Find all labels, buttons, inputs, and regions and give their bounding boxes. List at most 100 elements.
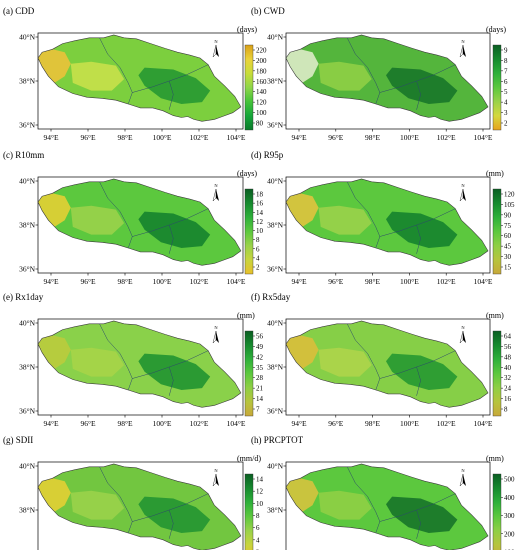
colorbar-tick-label: 80	[256, 120, 264, 128]
north-arrow-icon: N	[459, 39, 466, 58]
north-arrow-icon: N	[212, 325, 219, 344]
unit-label: (mm)	[237, 311, 255, 320]
north-label: N	[214, 183, 218, 188]
lon-tick-label: 102°E	[190, 419, 209, 428]
colorbar-tick-label: 8	[504, 57, 508, 65]
lon-tick-label: 104°E	[474, 419, 493, 428]
colorbar-gradient	[492, 188, 502, 275]
basin-boundary	[416, 366, 421, 396]
map-panel: (e) Rx1day 94°E 96°E 98°E 100°E 102°E 104°E 40°…	[3, 292, 264, 428]
region-fill	[286, 178, 488, 266]
colorbar-tick-label: 64	[504, 333, 512, 341]
lon-tick-label: 96°E	[328, 419, 343, 428]
lon-tick-label: 98°E	[117, 133, 132, 142]
north-label: N	[214, 325, 218, 330]
colorbar-gradient	[244, 330, 254, 417]
colorbar-tick-label: 75	[504, 222, 512, 230]
colorbar: (mm/d) 14 12 10 8 6 4 2	[237, 454, 264, 550]
colorbar-tick-label: 4	[256, 536, 260, 544]
colorbar: (mm) 500 400 300 200 100	[486, 454, 515, 550]
colorbar-tick-label: 28	[256, 374, 264, 382]
north-label: N	[461, 468, 465, 473]
lon-tick-label: 94°E	[291, 277, 306, 286]
lon-tick-label: 98°E	[365, 133, 380, 142]
colorbar-tick-label: 2	[504, 120, 508, 128]
colorbar-tick-label: 8	[504, 406, 508, 414]
colorbar-tick-label: 2	[256, 549, 260, 550]
lon-tick-label: 104°E	[474, 133, 493, 142]
north-label: N	[214, 39, 218, 44]
region-fill	[286, 34, 488, 122]
lon-tick-label: 96°E	[328, 277, 343, 286]
basin-boundary	[132, 350, 209, 379]
lon-tick-label: 98°E	[365, 277, 380, 286]
lon-tick-label: 102°E	[437, 133, 456, 142]
lat-tick-label: 38°N	[19, 77, 35, 86]
north-label: N	[214, 468, 218, 473]
panel-label: (c) R10mm	[3, 150, 44, 160]
basin-boundary	[379, 208, 456, 237]
colorbar-tick-label: 4	[504, 99, 508, 107]
unit-label: (days)	[237, 169, 257, 178]
colorbar-tick-label: 90	[504, 211, 512, 219]
lon-tick-label: 104°E	[474, 277, 493, 286]
lon-tick-label: 104°E	[227, 277, 246, 286]
map-panel: (f) Rx5day 94°E 96°E 98°E 100°E 102°E 104°E 40°…	[251, 292, 512, 428]
basin-boundary	[416, 80, 421, 110]
basin-boundary	[132, 208, 209, 237]
lon-tick-label: 96°E	[80, 419, 95, 428]
region-fill	[38, 178, 241, 266]
lat-tick-label: 36°N	[19, 407, 35, 416]
colorbar-tick-label: 12	[256, 218, 264, 226]
colorbar-tick-label: 48	[504, 353, 512, 361]
colorbar-tick-label: 100	[256, 109, 267, 117]
colorbar-tick-label: 400	[504, 494, 515, 502]
colorbar-tick-label: 3	[504, 109, 508, 117]
basin-boundary	[168, 509, 174, 539]
lat-tick-label: 40°N	[267, 177, 283, 186]
colorbar-gradient	[244, 473, 254, 550]
lat-tick-label: 36°N	[267, 265, 283, 274]
lon-tick-label: 100°E	[400, 419, 419, 428]
basin-boundary	[99, 466, 133, 534]
colorbar-tick-label: 56	[256, 333, 264, 341]
lon-tick-label: 94°E	[291, 419, 306, 428]
colorbar-tick-label: 2	[256, 264, 260, 272]
panel-label: (d) R95p	[251, 150, 284, 160]
colorbar-tick-label: 200	[504, 530, 515, 538]
colorbar-tick-label: 49	[256, 343, 264, 351]
colorbar-tick-label: 60	[504, 232, 512, 240]
lat-tick-label: 40°N	[19, 462, 35, 471]
basin-boundary	[132, 493, 209, 522]
region-outline	[285, 178, 489, 266]
map-panel: (g) SDII94°E96°E98°E100°E102°E104°E40°N3…	[3, 435, 264, 550]
colorbar-tick-label: 105	[504, 201, 515, 209]
lat-tick-label: 36°N	[19, 265, 35, 274]
colorbar: (mm) 64 56 48 40 32 24 16 8	[486, 311, 512, 417]
lat-tick-label: 38°N	[19, 506, 35, 515]
north-arrow-icon: N	[212, 468, 219, 487]
basin-boundary	[346, 181, 381, 249]
colorbar-gradient	[244, 188, 254, 275]
colorbar: (mm) 120 105 90 75 60 45 30 15	[486, 169, 515, 275]
lon-tick-label: 98°E	[117, 277, 132, 286]
basin-boundary	[168, 224, 174, 254]
lat-tick-label: 38°N	[267, 221, 283, 230]
lon-tick-label: 102°E	[437, 277, 456, 286]
lon-tick-label: 94°E	[43, 133, 58, 142]
panel-label: (e) Rx1day	[3, 292, 44, 302]
colorbar-gradient	[244, 44, 254, 131]
basin-boundary	[168, 80, 174, 110]
region-fill	[286, 463, 488, 550]
colorbar-tick-label: 6	[504, 78, 508, 86]
lon-tick-label: 100°E	[400, 133, 419, 142]
colorbar-tick-label: 40	[504, 364, 512, 372]
lon-tick-label: 100°E	[153, 277, 172, 286]
colorbar-tick-label: 10	[256, 500, 264, 508]
colorbar-tick-label: 140	[256, 88, 267, 96]
region-outline	[37, 463, 242, 550]
unit-label: (mm)	[486, 169, 504, 178]
basin-boundary	[99, 37, 133, 105]
lon-tick-label: 102°E	[190, 277, 209, 286]
